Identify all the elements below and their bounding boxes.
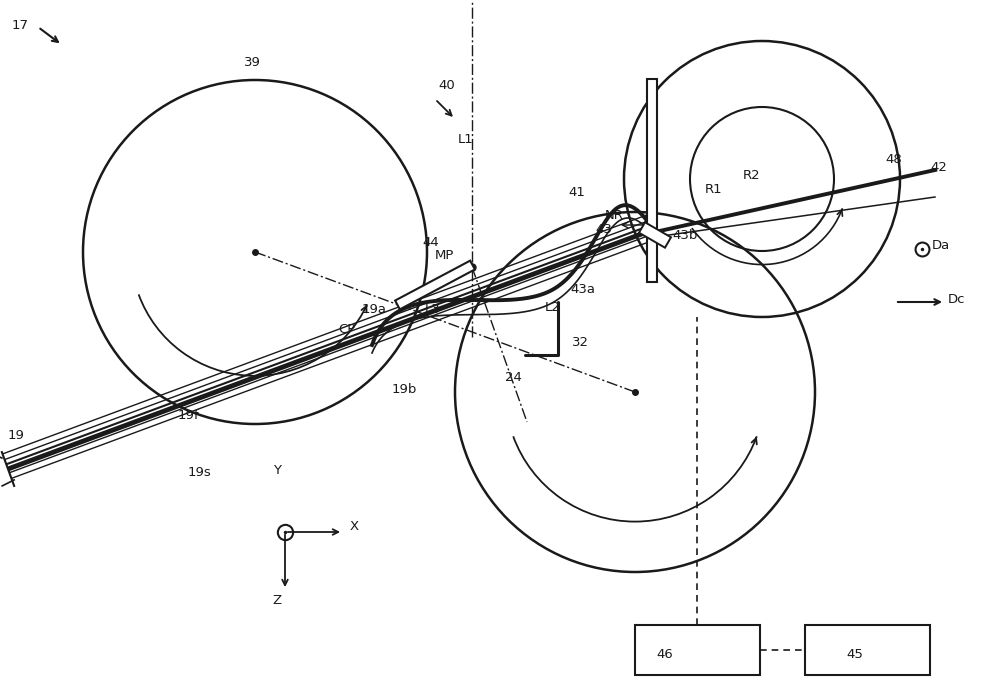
Text: Z: Z xyxy=(272,594,282,606)
Text: L2: L2 xyxy=(545,300,561,314)
Text: Dc: Dc xyxy=(948,293,966,305)
Text: 32: 32 xyxy=(572,335,589,348)
Text: 48: 48 xyxy=(885,153,902,165)
Bar xyxy=(805,625,930,675)
Text: 19b: 19b xyxy=(392,383,417,395)
Bar xyxy=(647,79,657,282)
Text: CP: CP xyxy=(338,323,355,335)
Text: 42: 42 xyxy=(930,160,947,174)
Bar xyxy=(635,625,760,675)
Text: 43a: 43a xyxy=(570,282,595,296)
Text: Da: Da xyxy=(932,238,950,252)
Text: 19f: 19f xyxy=(178,408,200,422)
Text: 44: 44 xyxy=(422,236,439,249)
Text: 19a: 19a xyxy=(362,302,387,316)
Text: 43b: 43b xyxy=(672,229,697,241)
Text: 41: 41 xyxy=(568,185,585,199)
Text: 19s: 19s xyxy=(188,466,212,479)
Text: 46: 46 xyxy=(657,648,673,661)
Text: 40: 40 xyxy=(438,79,455,91)
Text: 45: 45 xyxy=(847,648,863,661)
Text: L3: L3 xyxy=(425,302,441,316)
Text: NR: NR xyxy=(605,208,624,222)
Text: 43: 43 xyxy=(595,222,612,236)
Text: 39: 39 xyxy=(244,56,260,68)
Text: Y: Y xyxy=(273,464,281,477)
Text: 19: 19 xyxy=(8,429,25,441)
Text: L1: L1 xyxy=(458,132,474,146)
Polygon shape xyxy=(639,222,671,247)
Text: MP: MP xyxy=(435,249,454,261)
Text: R2: R2 xyxy=(743,169,761,181)
Text: R1: R1 xyxy=(705,183,723,195)
Text: 24: 24 xyxy=(505,371,522,383)
Polygon shape xyxy=(395,261,475,309)
Text: X: X xyxy=(350,521,359,533)
Text: 17: 17 xyxy=(12,19,29,31)
